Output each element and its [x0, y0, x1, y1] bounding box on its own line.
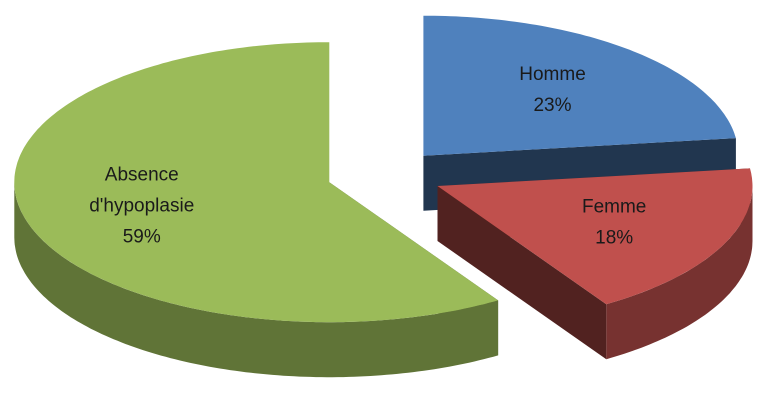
slice-side — [14, 182, 499, 378]
slice — [423, 15, 736, 156]
slice-label: Femme — [582, 196, 646, 217]
slice-label: Absence d'hypoplasie — [89, 164, 194, 216]
slice-side — [606, 186, 753, 360]
slice-value-label: 59% — [123, 226, 161, 247]
slice-label-line: d'hypoplasie — [89, 195, 194, 216]
slice-value-label: 18% — [595, 227, 633, 248]
slice — [14, 42, 499, 323]
slice — [437, 168, 753, 305]
slice-label: Homme — [519, 64, 586, 85]
slice-wall — [437, 186, 607, 360]
slice-label-line: Absence — [105, 164, 179, 185]
slice-value-label: 23% — [533, 95, 571, 116]
